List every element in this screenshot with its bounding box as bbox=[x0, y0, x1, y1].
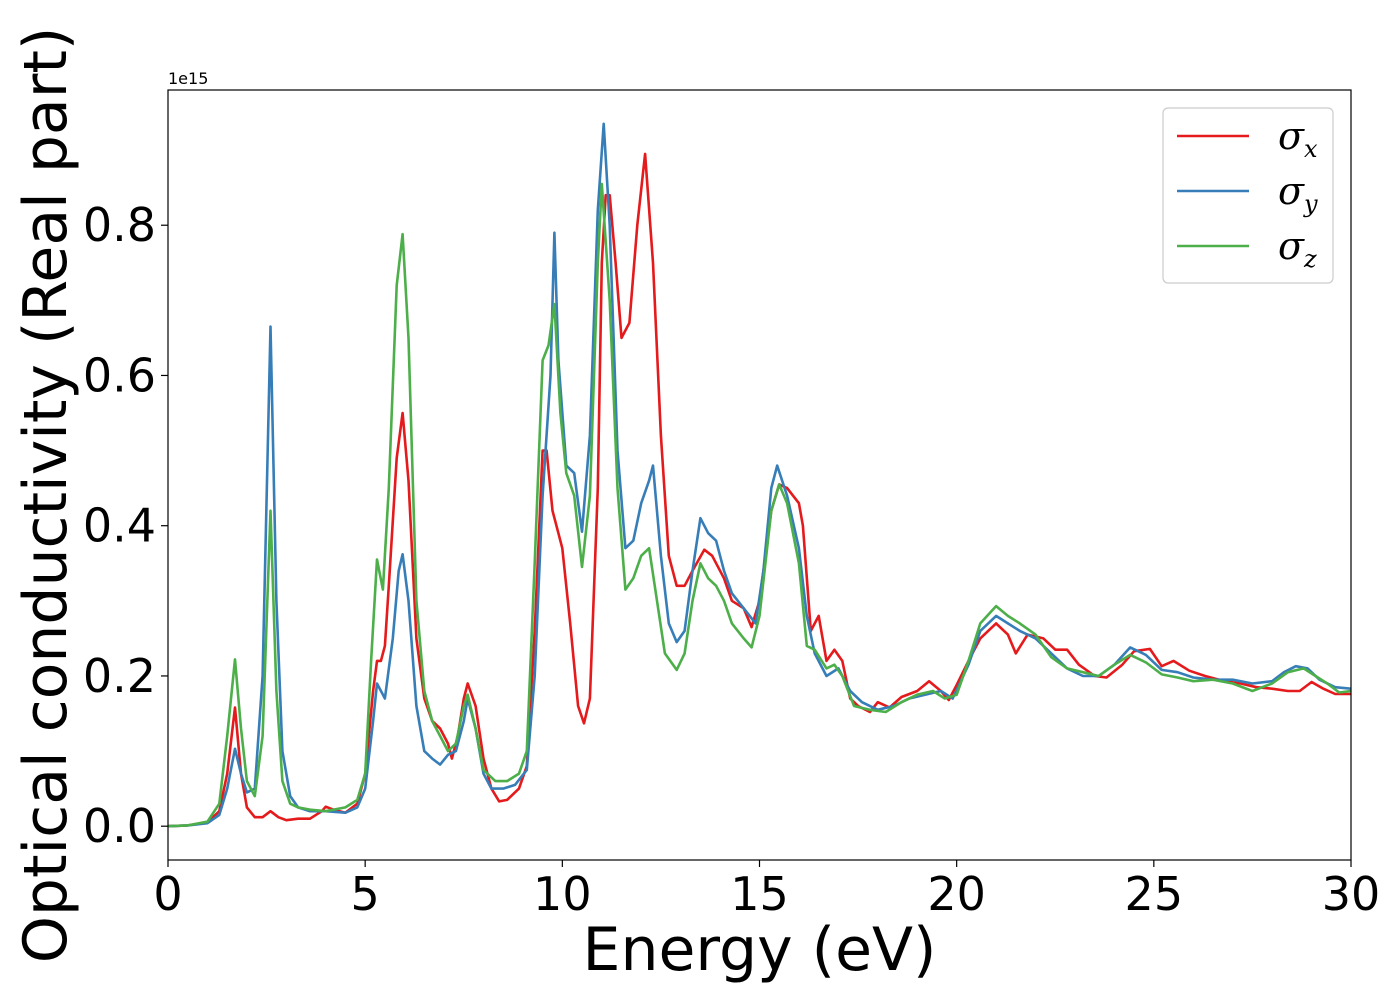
legend-subscript: y bbox=[1303, 190, 1318, 218]
series-line-x bbox=[168, 152, 1351, 828]
x-axis-title: Energy (eV) bbox=[583, 915, 937, 985]
y-tick-label: 0.2 bbox=[83, 649, 156, 703]
y-axis-title: Optical conductivity (Real part) bbox=[11, 27, 81, 964]
x-tick-label: 10 bbox=[533, 867, 592, 921]
series-line-z bbox=[168, 182, 1351, 828]
y-tick-label: 0.6 bbox=[83, 348, 156, 402]
x-tick-label: 0 bbox=[153, 867, 182, 921]
x-tick-label: 5 bbox=[351, 867, 380, 921]
y-tick-label: 0.8 bbox=[83, 198, 156, 252]
legend-symbol: σ bbox=[1278, 114, 1305, 158]
y-tick-label: 0.4 bbox=[83, 499, 156, 553]
y-tick-label: 0.0 bbox=[83, 799, 156, 853]
x-tick-label: 25 bbox=[1125, 867, 1184, 921]
x-tick-label: 15 bbox=[730, 867, 789, 921]
series-line-y bbox=[168, 122, 1351, 828]
legend-subscript: z bbox=[1303, 245, 1317, 273]
legend-label-z: σz bbox=[1278, 224, 1317, 273]
legend-subscript: x bbox=[1304, 135, 1318, 163]
legend-label-y: σy bbox=[1278, 169, 1318, 218]
legend-symbol: σ bbox=[1278, 169, 1305, 213]
legend-box bbox=[1162, 107, 1334, 284]
x-axis: 0 5 10 15 20 25 30 bbox=[153, 860, 1380, 921]
legend-symbol: σ bbox=[1278, 224, 1305, 268]
legend-label-x: σx bbox=[1278, 114, 1318, 163]
plot-lines bbox=[168, 122, 1351, 828]
y-offset-label: 1e15 bbox=[168, 69, 208, 88]
x-tick-label: 20 bbox=[927, 867, 986, 921]
x-tick-label: 30 bbox=[1322, 867, 1381, 921]
y-axis: 0.0 0.2 0.4 0.6 0.8 bbox=[83, 198, 168, 853]
